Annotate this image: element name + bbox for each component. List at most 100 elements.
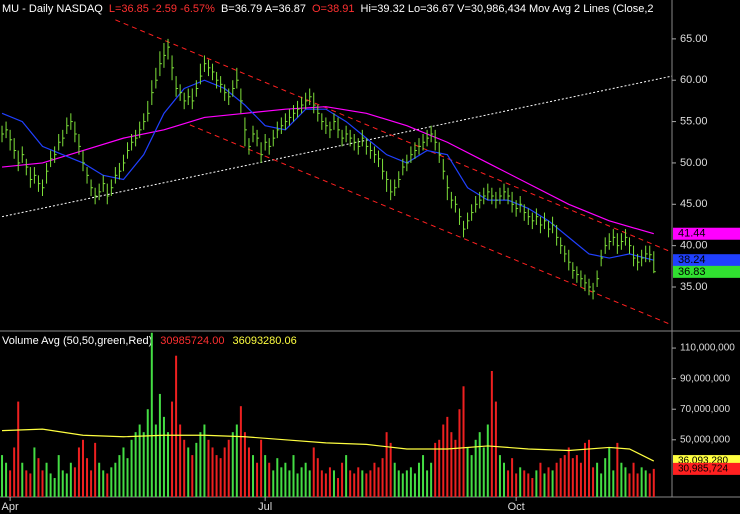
volume-bar [183, 439, 186, 497]
volume-bar [357, 467, 360, 497]
volume-bar [450, 432, 453, 497]
header-segment: L=36.85 -2.59 -6.57% [109, 3, 215, 15]
volume-bar [203, 424, 206, 497]
volume-bar [422, 455, 425, 497]
price-panel [1, 19, 672, 326]
volume-bar [53, 478, 56, 497]
volume-bar [9, 470, 12, 497]
volume-bar [167, 432, 169, 497]
y-tick-label: 70,000,000 [680, 404, 730, 415]
volume-bar [292, 455, 295, 497]
volume-bar [535, 470, 538, 497]
volume-bar [486, 424, 489, 497]
volume-bar [280, 467, 283, 497]
volume-bar [377, 467, 380, 497]
volume-bar [98, 462, 101, 497]
volume-bar [61, 470, 64, 497]
value-tag-label: 36,093,280 [678, 456, 728, 467]
volume-bar [393, 462, 396, 497]
volume-bar [551, 470, 554, 497]
volume-panel [1, 332, 655, 497]
volume-bar [482, 447, 485, 497]
volume-bar [409, 467, 412, 497]
volume-bar [187, 447, 190, 497]
volume-bar [37, 458, 40, 497]
volume-bar [25, 470, 28, 497]
volume-bar [365, 473, 368, 497]
x-tick-label: Jul [258, 501, 272, 513]
volume-bar [620, 462, 623, 497]
volume-bar [341, 462, 344, 497]
volume-bar [503, 462, 505, 497]
moving-average [1, 79, 654, 261]
volume-bar [596, 462, 599, 497]
volume-bar [624, 467, 627, 497]
volume-bar [575, 455, 578, 497]
volume-bar [579, 462, 582, 497]
value-tag-label: 38.24 [678, 254, 706, 266]
volume-bar [211, 447, 214, 497]
volume-bar [567, 447, 570, 497]
volume-bar [632, 462, 635, 497]
trendline [189, 124, 672, 326]
volume-bar [353, 473, 356, 497]
header-segment: MU - Daily NASDAQ [2, 3, 103, 15]
y-tick-label: 60.00 [680, 74, 708, 86]
y-tick-label: 110,000,000 [680, 343, 735, 354]
volume-bar [49, 473, 52, 497]
volume-bar [470, 455, 473, 497]
y-tick-label: 50.00 [680, 157, 708, 169]
volume-bar [65, 473, 68, 497]
volume-bar [466, 447, 469, 497]
x-tick-label: Apr [2, 501, 19, 513]
volume-bar [304, 462, 307, 497]
volume-bar [608, 447, 611, 497]
volume-header: Volume Avg (50,50,green,Red) 30985724.00 3… [2, 335, 297, 347]
volume-bar [498, 455, 501, 497]
volume-bar [527, 473, 530, 497]
volume-bar [86, 458, 89, 497]
y-tick-label: 65.00 [680, 33, 708, 45]
volume-bar [41, 470, 44, 497]
volume-bar [474, 439, 477, 497]
volume-bar [150, 332, 153, 497]
price-header: MU - Daily NASDAQ L=36.85 -2.59 -6.57% B=3… [2, 3, 654, 15]
volume-bar [223, 447, 226, 497]
value-tag [673, 227, 740, 240]
header-segment: B=36.79 A=36.87 [221, 3, 306, 15]
volume-bar [126, 458, 129, 497]
volume-bar [146, 409, 149, 497]
volume-bar [256, 462, 259, 497]
volume-bar [324, 473, 327, 497]
volume-bar [239, 406, 242, 497]
volume-bar [247, 447, 250, 497]
value-tag-label: 36.83 [678, 266, 706, 278]
volume-bar [138, 424, 141, 497]
volume-bar [332, 470, 335, 497]
volume-bar [81, 439, 84, 497]
volume-bar [284, 462, 287, 497]
volume-bar [454, 439, 457, 497]
volume-bar [260, 439, 263, 497]
volume-bar [1, 455, 4, 497]
volume-bar [179, 424, 182, 497]
volume-bar [571, 458, 574, 497]
moving-average [1, 106, 654, 235]
volume-bar [640, 467, 643, 497]
volume-bar [175, 355, 178, 497]
volume-bar [361, 470, 364, 497]
volume-bar [33, 447, 36, 497]
volume-bar [405, 470, 408, 497]
volume-bar [385, 432, 388, 497]
volume-bar [320, 470, 323, 497]
volume-bar [106, 473, 109, 497]
volume-bar [349, 470, 352, 497]
header-segment: 30985724.00 [160, 335, 224, 347]
volume-bar [515, 473, 518, 497]
volume-bar [215, 455, 218, 497]
volume-bar [328, 467, 331, 497]
volume-bar [21, 462, 24, 497]
volume-bar [337, 478, 340, 497]
